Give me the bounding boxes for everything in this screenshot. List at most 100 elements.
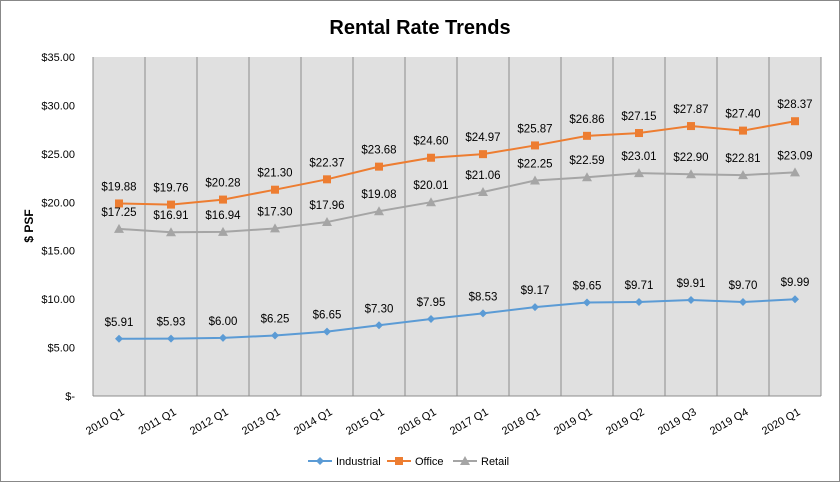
data-label: $21.06 — [465, 170, 500, 182]
data-label: $24.60 — [413, 136, 448, 148]
data-label: $19.88 — [101, 181, 136, 193]
data-label: $22.25 — [517, 158, 552, 170]
industrial-line — [118, 298, 796, 340]
data-label: $8.53 — [469, 291, 498, 303]
data-label: $6.65 — [313, 310, 342, 322]
industrial-point — [219, 333, 227, 342]
office-point — [583, 131, 591, 140]
retail-point — [582, 172, 592, 182]
retail-point — [530, 175, 540, 185]
data-label: $22.90 — [673, 152, 708, 164]
office-point — [739, 126, 747, 135]
office-point — [375, 162, 383, 171]
data-label: $23.01 — [621, 151, 656, 163]
legend-label-retail: Retail — [481, 456, 509, 468]
retail-point — [270, 223, 280, 233]
data-label: $27.15 — [621, 111, 656, 123]
y-tick-label: $30.00 — [41, 100, 75, 112]
office-point — [167, 200, 175, 209]
industrial-point — [635, 297, 643, 306]
data-label: $17.25 — [101, 207, 136, 219]
industrial-point — [271, 331, 279, 340]
data-label: $22.37 — [309, 157, 344, 169]
data-label: $9.70 — [729, 280, 758, 292]
data-label: $23.68 — [361, 145, 396, 157]
industrial-point — [115, 334, 123, 343]
y-tick-label: $- — [65, 391, 75, 403]
office-point — [115, 199, 123, 208]
data-label: $7.30 — [365, 303, 394, 315]
retail-point — [166, 227, 176, 237]
y-tick-label: $10.00 — [41, 294, 75, 306]
legend-label-industrial: Industrial — [336, 456, 381, 468]
retail-point — [322, 217, 332, 227]
data-label: $20.01 — [413, 180, 448, 192]
data-label: $19.76 — [153, 183, 188, 195]
data-label: $19.08 — [361, 189, 396, 201]
data-label: $24.97 — [465, 132, 500, 144]
y-tick-label: $35.00 — [41, 52, 75, 64]
industrial-point — [739, 298, 747, 307]
industrial-point — [323, 327, 331, 336]
retail-point — [426, 197, 436, 207]
retail-point — [738, 170, 748, 180]
data-label: $23.09 — [777, 150, 812, 162]
industrial-point — [479, 309, 487, 318]
office-point — [323, 175, 331, 184]
data-label: $9.65 — [573, 281, 602, 293]
data-label: $9.91 — [677, 278, 706, 290]
legend-marker-industrial — [316, 457, 324, 465]
data-label: $16.91 — [153, 210, 188, 222]
data-label: $9.71 — [625, 280, 654, 292]
industrial-point — [167, 334, 175, 343]
retail-point — [478, 187, 488, 197]
retail-point — [114, 223, 124, 233]
data-label: $27.87 — [673, 104, 708, 116]
retail-point — [634, 168, 644, 178]
y-tick-label: $25.00 — [41, 149, 75, 161]
industrial-point — [427, 314, 435, 323]
retail-point — [218, 226, 228, 236]
series-office: $19.88 $19.76 $20.28 $21.30 $22.37 $23.68 $24.… — [101, 99, 813, 209]
industrial-point — [531, 303, 539, 312]
data-label: $5.93 — [157, 317, 186, 329]
data-label: $21.30 — [257, 168, 292, 180]
office-point — [271, 185, 279, 194]
office-point — [219, 195, 227, 204]
data-label: $17.30 — [257, 206, 292, 218]
retail-point — [374, 206, 384, 216]
data-label: $16.94 — [205, 210, 241, 222]
industrial-point — [687, 296, 695, 305]
data-label: $22.59 — [569, 155, 604, 167]
series-retail: $17.25 $16.91 $16.94 $17.30 $17.96 $19.08 $20.… — [101, 150, 813, 237]
data-label: $7.95 — [417, 297, 446, 309]
office-point — [791, 117, 799, 126]
data-label: $9.99 — [781, 277, 810, 289]
data-label: $27.40 — [725, 109, 760, 121]
y-tick-label: $20.00 — [41, 197, 75, 209]
chart-title: Rental Rate Trends — [329, 17, 510, 39]
data-label: $28.37 — [777, 99, 812, 111]
data-label: $22.81 — [725, 153, 760, 165]
industrial-point — [583, 298, 591, 307]
office-line — [118, 120, 796, 206]
office-point — [427, 153, 435, 162]
retail-line — [118, 171, 796, 234]
retail-point — [790, 167, 800, 177]
y-tick-label: $15.00 — [41, 246, 75, 258]
data-label: $5.91 — [105, 317, 134, 329]
series-industrial: $5.91 $5.93 $6.00 $6.25 $6.65 $7.30 $7.95 $8.53… — [105, 277, 810, 343]
data-label: $20.28 — [205, 178, 240, 190]
data-label: $17.96 — [309, 200, 344, 212]
industrial-point — [791, 295, 799, 304]
data-label: $26.86 — [569, 114, 604, 126]
office-point — [687, 122, 695, 131]
legend-label-office: Office — [415, 456, 444, 468]
industrial-point — [375, 321, 383, 330]
office-point — [635, 129, 643, 138]
office-point — [531, 141, 539, 150]
legend-marker-office — [395, 457, 403, 465]
y-axis-label: $ PSF — [22, 209, 36, 242]
data-label: $25.87 — [517, 123, 552, 135]
